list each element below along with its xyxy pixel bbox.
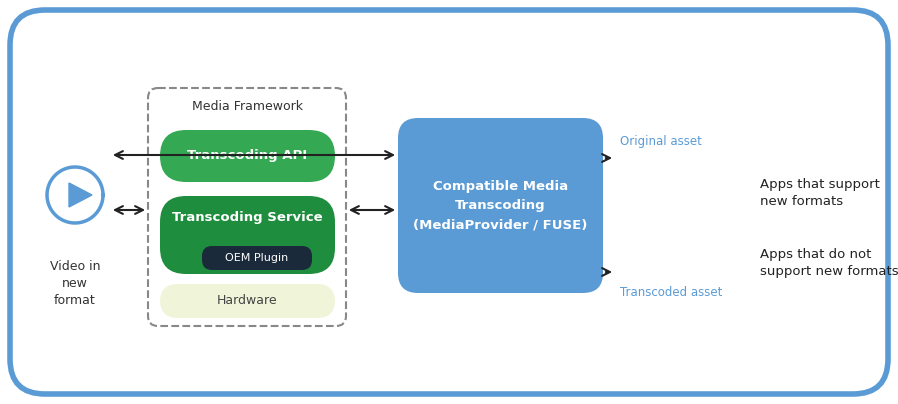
FancyBboxPatch shape [160,196,335,274]
Text: Original asset: Original asset [620,135,702,148]
Text: OEM Plugin: OEM Plugin [225,253,288,263]
Text: Media Framework: Media Framework [191,99,303,112]
Polygon shape [69,183,92,207]
FancyBboxPatch shape [160,130,335,182]
FancyBboxPatch shape [10,10,888,394]
Text: Compatible Media
Transcoding
(MediaProvider / FUSE): Compatible Media Transcoding (MediaProvi… [413,180,587,231]
FancyBboxPatch shape [148,88,346,326]
Text: Transcoding Service: Transcoding Service [172,212,322,225]
Text: Apps that support
new formats: Apps that support new formats [760,178,880,208]
Text: Hardware: Hardware [217,295,277,307]
FancyBboxPatch shape [160,284,335,318]
FancyBboxPatch shape [398,118,603,293]
FancyBboxPatch shape [202,246,312,270]
Text: Apps that do not
support new formats: Apps that do not support new formats [760,248,898,278]
Text: Transcoded asset: Transcoded asset [620,286,722,299]
Text: Transcoding API: Transcoding API [188,149,307,162]
Text: Video in
new
format: Video in new format [49,260,101,307]
